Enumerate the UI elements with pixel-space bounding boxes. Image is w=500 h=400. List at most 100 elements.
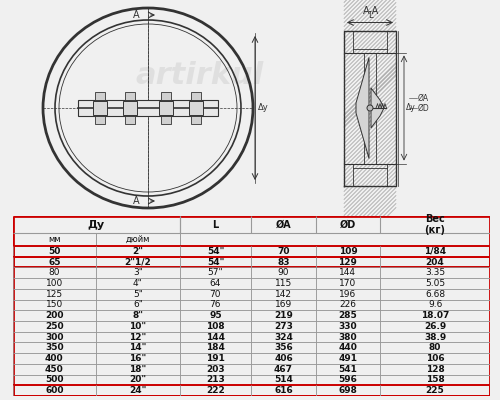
Text: 3.35: 3.35: [425, 268, 445, 277]
Text: 222: 222: [206, 386, 225, 395]
Text: 225: 225: [426, 386, 444, 395]
Text: 191: 191: [206, 354, 225, 363]
Text: 400: 400: [45, 354, 64, 363]
Text: 5": 5": [133, 290, 143, 299]
Text: 90: 90: [278, 268, 289, 277]
Text: 109: 109: [338, 247, 357, 256]
Text: 203: 203: [206, 365, 225, 374]
Text: A-A: A-A: [363, 6, 379, 16]
Text: artirkul: artirkul: [136, 62, 264, 90]
Text: 158: 158: [426, 376, 444, 384]
Text: L: L: [212, 220, 218, 230]
Text: 142: 142: [275, 290, 292, 299]
Text: 8": 8": [132, 311, 143, 320]
Text: мм: мм: [48, 235, 60, 244]
Text: дюйм: дюйм: [126, 235, 150, 244]
Bar: [189, 101, 203, 115]
Text: 3": 3": [133, 268, 143, 277]
Text: 330: 330: [338, 322, 357, 331]
Text: 14": 14": [129, 343, 146, 352]
Text: 5.05: 5.05: [425, 279, 445, 288]
Text: 170: 170: [340, 279, 356, 288]
Bar: [93, 101, 107, 115]
Text: 80: 80: [48, 268, 60, 277]
Text: 300: 300: [45, 332, 64, 342]
Text: 273: 273: [274, 322, 293, 331]
Text: 350: 350: [45, 343, 64, 352]
Text: 18.07: 18.07: [421, 311, 450, 320]
Text: 9.6: 9.6: [428, 300, 442, 310]
Text: 54": 54": [207, 247, 224, 256]
Text: 100: 100: [46, 279, 63, 288]
Text: 108: 108: [206, 322, 225, 331]
Bar: [78, 100, 218, 116]
Text: 380: 380: [338, 332, 357, 342]
Text: 57": 57": [208, 268, 223, 277]
Text: ØA: ØA: [276, 220, 291, 230]
Text: 64: 64: [210, 279, 221, 288]
Text: 219: 219: [274, 311, 293, 320]
Text: 596: 596: [338, 376, 357, 384]
Text: 6": 6": [133, 300, 143, 310]
Text: 24": 24": [129, 386, 146, 395]
Text: 200: 200: [45, 311, 64, 320]
Text: 83: 83: [277, 258, 289, 267]
Text: 324: 324: [274, 332, 293, 342]
Text: A: A: [134, 196, 140, 206]
Text: 70: 70: [210, 290, 221, 299]
Text: Δy: Δy: [406, 104, 416, 112]
Text: 16": 16": [129, 354, 146, 363]
Bar: [159, 101, 173, 115]
Text: 26.9: 26.9: [424, 322, 446, 331]
Text: 106: 106: [426, 354, 444, 363]
Bar: [95, 92, 105, 100]
Text: 541: 541: [338, 365, 357, 374]
Bar: [95, 116, 105, 124]
Text: 76: 76: [210, 300, 221, 310]
Text: 6.68: 6.68: [425, 290, 445, 299]
Text: 491: 491: [338, 354, 357, 363]
Bar: [125, 116, 135, 124]
Text: Δy: Δy: [258, 104, 269, 112]
Text: 450: 450: [45, 365, 64, 374]
Text: 38.9: 38.9: [424, 332, 446, 342]
Text: 10": 10": [130, 322, 146, 331]
Text: 514: 514: [274, 376, 293, 384]
Text: 196: 196: [340, 290, 356, 299]
Text: 144: 144: [340, 268, 356, 277]
Text: ØD: ØD: [418, 104, 430, 112]
Text: 1/84: 1/84: [424, 247, 446, 256]
Text: 204: 204: [426, 258, 444, 267]
Bar: [123, 101, 137, 115]
Text: 600: 600: [45, 386, 64, 395]
Text: 150: 150: [46, 300, 63, 310]
Text: 129: 129: [338, 258, 357, 267]
Text: 698: 698: [338, 386, 357, 395]
Bar: [161, 116, 171, 124]
Text: 115: 115: [275, 279, 292, 288]
Text: 226: 226: [340, 300, 356, 310]
Text: 250: 250: [45, 322, 64, 331]
Text: 440: 440: [338, 343, 357, 352]
Text: ØD: ØD: [340, 220, 356, 230]
Text: 80: 80: [429, 343, 442, 352]
Text: 125: 125: [46, 290, 63, 299]
Polygon shape: [371, 88, 384, 128]
Text: 467: 467: [274, 365, 293, 374]
Text: 2"1/2: 2"1/2: [124, 258, 151, 267]
Polygon shape: [356, 58, 369, 158]
Text: 128: 128: [426, 365, 444, 374]
Text: 356: 356: [274, 343, 293, 352]
Text: 70: 70: [277, 247, 289, 256]
Text: 169: 169: [275, 300, 292, 310]
Text: L: L: [368, 12, 372, 20]
Text: 500: 500: [45, 376, 64, 384]
Text: 12": 12": [129, 332, 146, 342]
Text: 144: 144: [206, 332, 225, 342]
Text: 95: 95: [209, 311, 222, 320]
Bar: [161, 92, 171, 100]
Circle shape: [367, 105, 373, 111]
Text: 4": 4": [133, 279, 142, 288]
Bar: [191, 92, 201, 100]
Text: 184: 184: [206, 343, 225, 352]
